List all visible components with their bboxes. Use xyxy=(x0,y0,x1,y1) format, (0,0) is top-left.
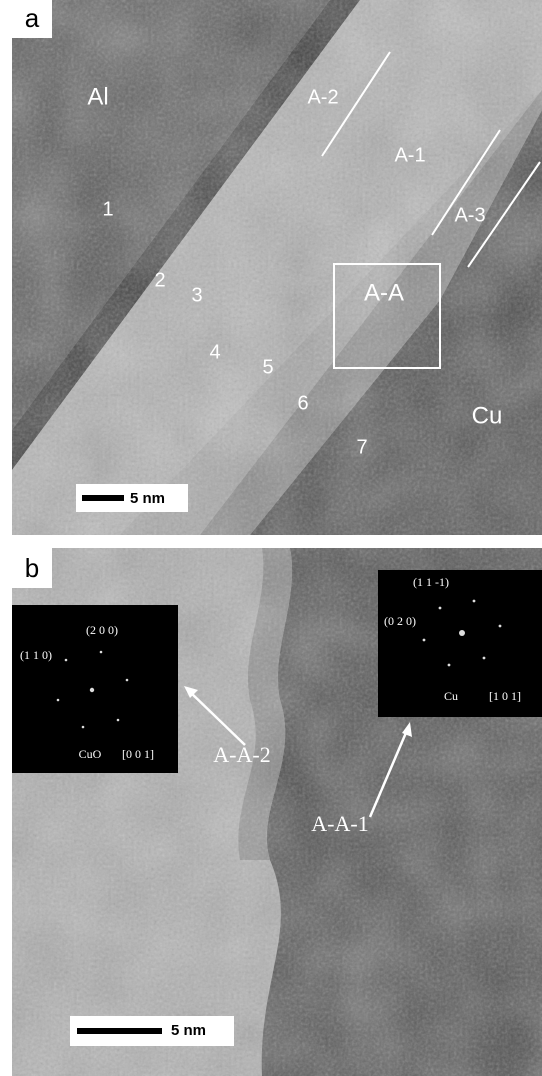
point-label: 5 xyxy=(262,356,273,378)
arrow-label: A-A-2 xyxy=(213,742,270,767)
phase-label: CuO xyxy=(79,747,102,761)
point-label: 1 xyxy=(102,198,113,220)
zone-axis: [1 0 1] xyxy=(489,689,521,703)
arrow-label: A-A-1 xyxy=(311,811,368,836)
scale-label: 5 nm xyxy=(171,1022,206,1039)
zone-label: A-3 xyxy=(454,204,485,226)
spot-index: (1 1 -1) xyxy=(413,575,449,589)
scale-bar xyxy=(77,1028,162,1034)
region-label: Al xyxy=(87,83,108,110)
phase-label: Cu xyxy=(444,689,458,703)
point-label: 3 xyxy=(191,284,202,306)
point-label: 2 xyxy=(154,269,165,291)
spot-index: (0 2 0) xyxy=(384,614,416,628)
figure: a Al Cu 1 2 3 4 5 6 7 A-2 A-1 A-3 A-A 5 … xyxy=(0,0,542,1076)
spot-index: (1 1 0) xyxy=(20,648,52,662)
scale-bar xyxy=(82,495,124,501)
panel-label: b xyxy=(25,553,39,583)
point-label: 7 xyxy=(356,436,367,458)
zone-label: A-2 xyxy=(307,86,338,108)
spot-index: (2 0 0) xyxy=(86,623,118,637)
box-label: A-A xyxy=(364,279,404,306)
micrograph-a xyxy=(12,0,542,535)
zone-label: A-1 xyxy=(394,144,425,166)
region-label: Cu xyxy=(472,402,503,429)
point-label: 4 xyxy=(209,341,220,363)
panel-label: a xyxy=(25,3,40,33)
point-label: 6 xyxy=(297,392,308,414)
scale-label: 5 nm xyxy=(130,490,165,507)
zone-axis: [0 0 1] xyxy=(122,747,154,761)
